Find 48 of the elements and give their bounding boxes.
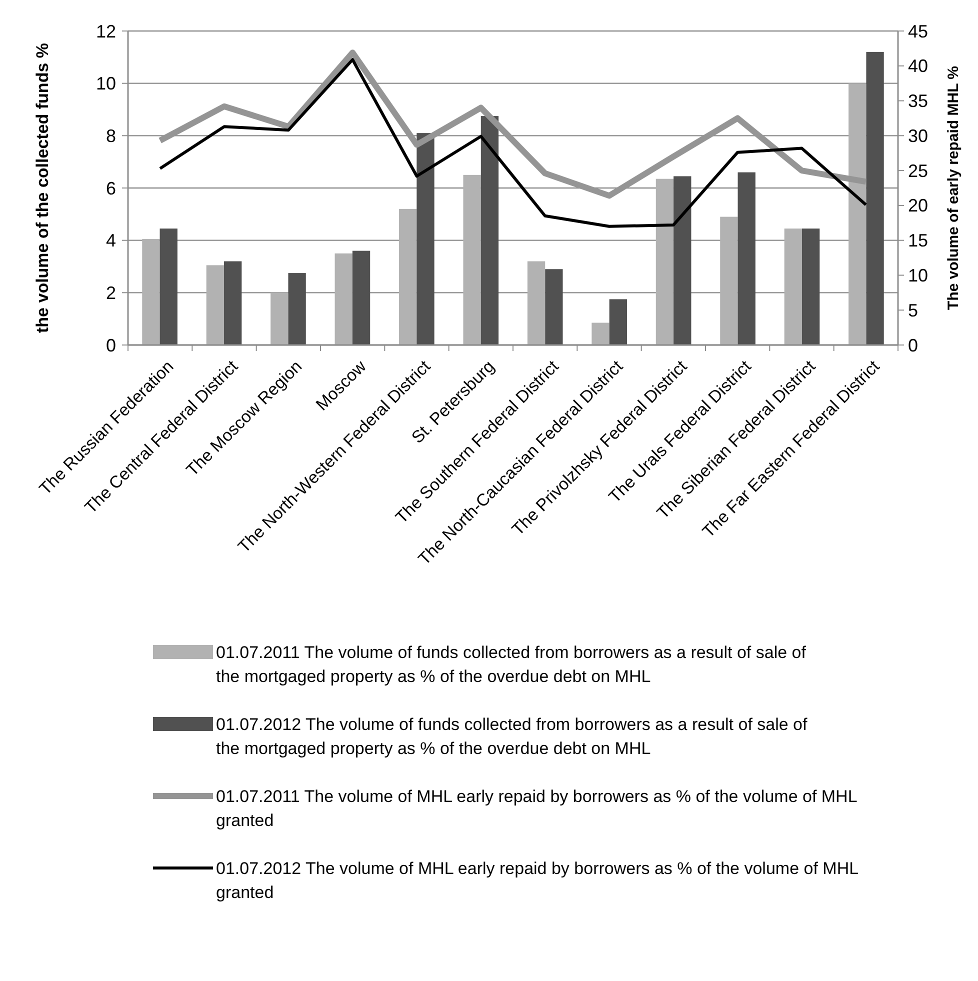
bar	[866, 52, 884, 345]
y-tick-label: 0	[106, 335, 116, 356]
y2-tick-label: 0	[908, 335, 918, 356]
bar	[142, 239, 160, 345]
bar	[160, 228, 178, 345]
bar	[399, 208, 417, 345]
y-tick-label: 12	[96, 21, 116, 42]
bar	[206, 265, 224, 345]
y-tick-label: 2	[106, 282, 116, 303]
y-tick-label: 8	[106, 126, 116, 146]
y-tick-label: 4	[106, 230, 116, 251]
y2-tick-label: 20	[908, 196, 928, 216]
legend-label: 01.07.2011 The volume of funds collected from borrowers as a result of sale of the mortgaged property as % of the overdue debt on MHL	[216, 643, 806, 686]
y2-tick-label: 45	[908, 21, 928, 42]
bar	[592, 322, 610, 345]
bar	[609, 299, 627, 345]
bar	[480, 116, 499, 345]
bar	[224, 261, 242, 345]
legend-label: 01.07.2012 The volume of funds collected from borrowers as a result of sale of the mortgaged property as % of the overdue debt on MHL	[216, 715, 808, 758]
bar	[270, 292, 288, 345]
bar	[738, 172, 756, 345]
bar	[288, 273, 306, 345]
y-tick-label: 6	[106, 178, 116, 198]
y2-tick-label: 10	[908, 266, 928, 286]
bar	[656, 178, 674, 345]
y2-tick-label: 25	[908, 160, 928, 181]
y2-tick-label: 40	[908, 56, 928, 76]
bar	[527, 261, 546, 345]
y2-tick-label: 35	[908, 91, 928, 112]
legend-label: 01.07.2011 The volume of MHL early repaid by borrowers as % of the volume of MHL granted	[216, 787, 858, 830]
y-tick-label: 10	[96, 74, 116, 94]
bar	[352, 250, 370, 345]
bar	[463, 174, 481, 345]
bar	[848, 83, 866, 345]
y2-tick-label: 30	[908, 126, 928, 146]
y2-tick-label: 15	[908, 230, 928, 251]
y2-axis-title: The volume of early repaid MHL %	[945, 66, 962, 310]
bar	[674, 176, 692, 345]
bar	[720, 216, 738, 345]
line-series	[158, 58, 868, 228]
bar	[416, 133, 434, 345]
bar	[784, 228, 802, 345]
legend-label: 01.07.2012 The volume of MHL early repaid by borrowers as % of the volume of MHL granted	[216, 859, 859, 902]
bar	[545, 269, 563, 345]
bar	[802, 228, 820, 345]
bar	[334, 253, 352, 345]
y2-tick-label: 5	[908, 300, 918, 320]
y-axis-title: the volume of the collected funds %	[33, 43, 52, 333]
